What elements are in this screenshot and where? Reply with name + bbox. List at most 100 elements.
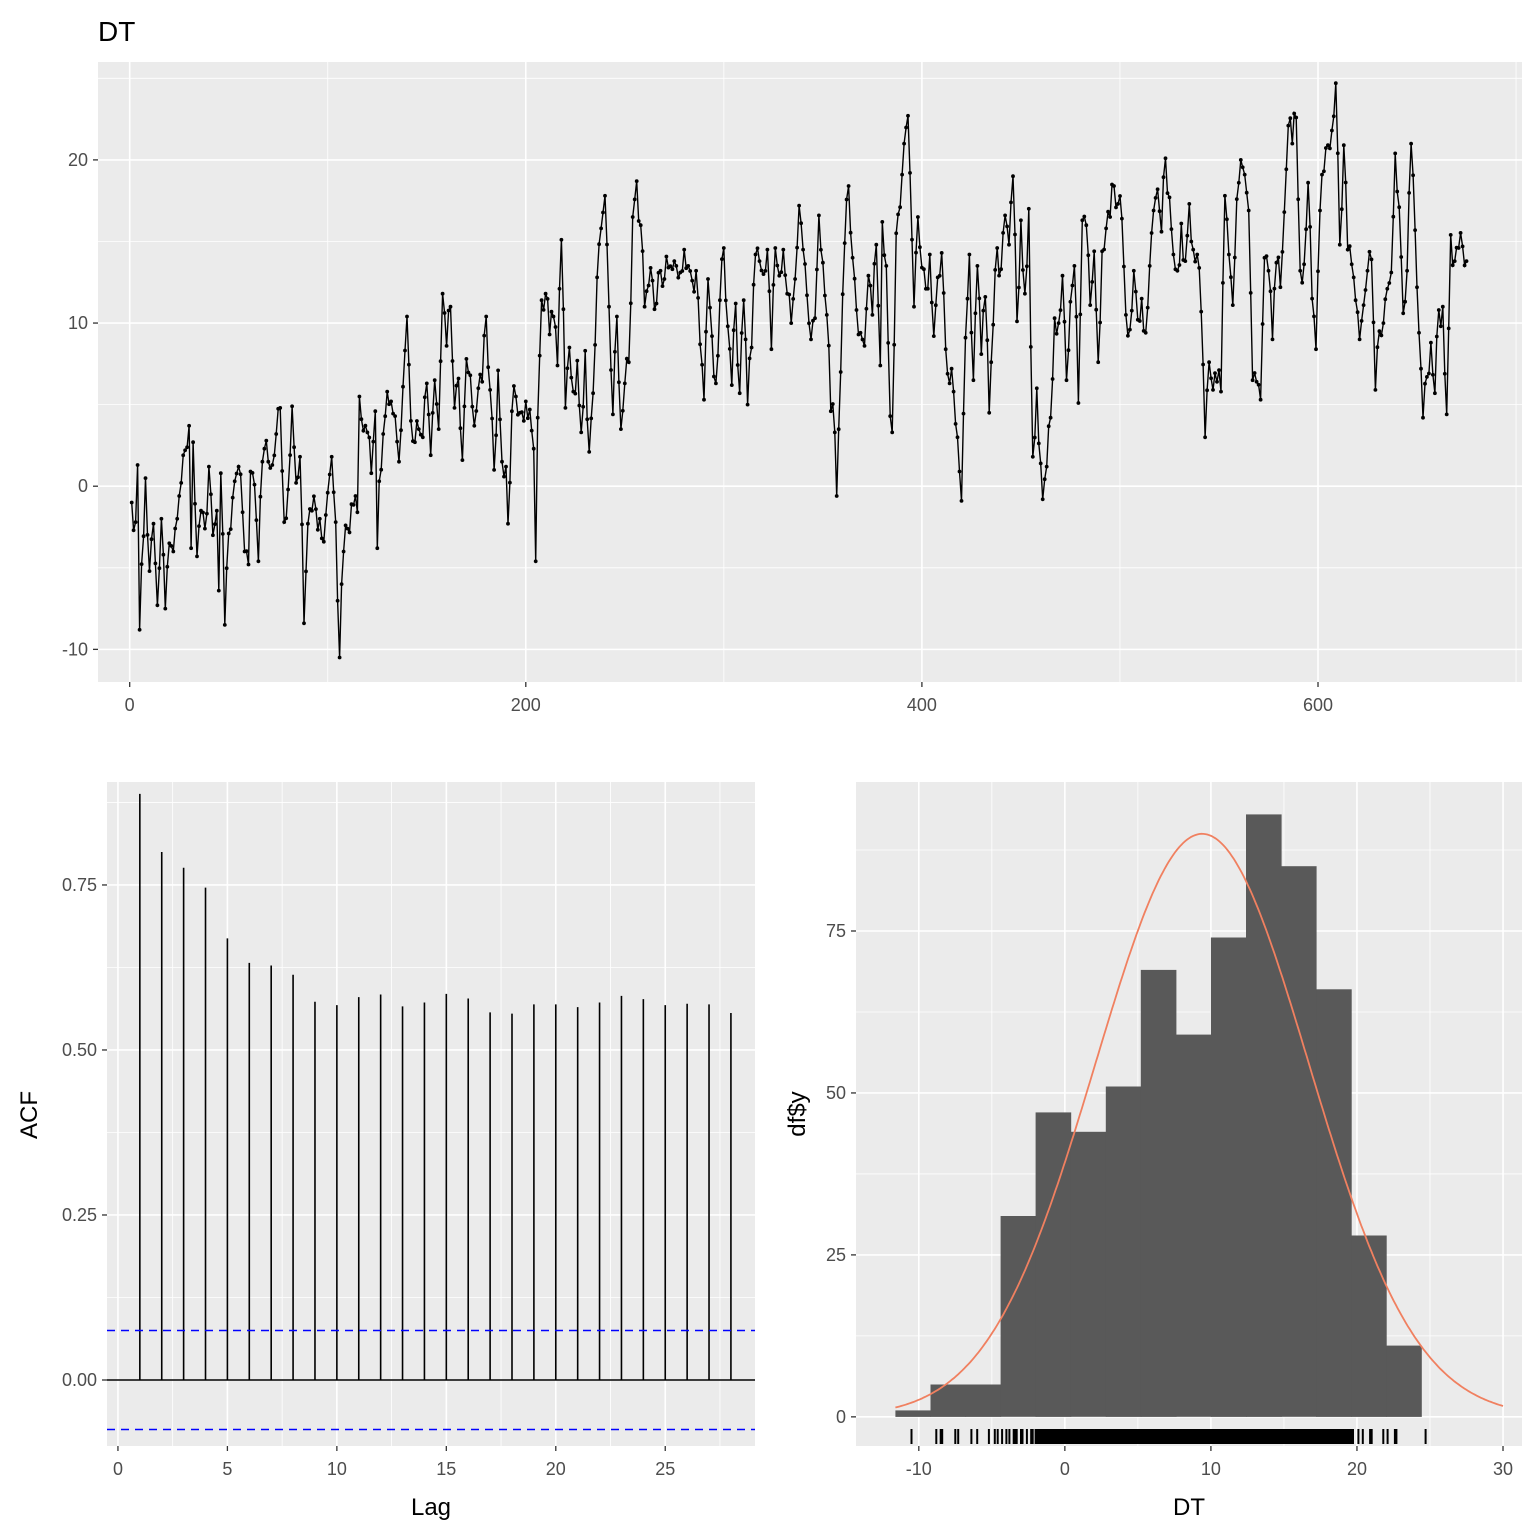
- data-point: [963, 335, 968, 340]
- data-point: [918, 245, 922, 250]
- data-point: [626, 360, 631, 365]
- data-point: [925, 286, 930, 291]
- data-point: [884, 264, 889, 268]
- x-tick-label: 5: [222, 1459, 232, 1479]
- data-point: [1304, 227, 1308, 232]
- data-point: [759, 268, 764, 273]
- data-point: [1153, 196, 1158, 200]
- y-tick-label: 25: [826, 1245, 846, 1265]
- x-tick-label: 10: [327, 1459, 347, 1479]
- data-point: [468, 373, 473, 378]
- data-point: [341, 549, 346, 554]
- data-point: [1387, 281, 1392, 285]
- data-point: [1082, 214, 1087, 219]
- data-point: [690, 278, 695, 283]
- data-point: [514, 394, 518, 399]
- data-point: [1227, 252, 1231, 257]
- data-point: [949, 366, 954, 371]
- data-point: [278, 406, 283, 410]
- data-point: [191, 440, 196, 445]
- data-point: [603, 193, 607, 198]
- data-point: [965, 296, 970, 301]
- acf-x-axis-label: Lag: [411, 1494, 451, 1521]
- data-point: [961, 411, 966, 416]
- data-point: [205, 511, 209, 516]
- data-point: [716, 353, 720, 358]
- data-point: [1215, 379, 1219, 384]
- data-point: [844, 197, 849, 202]
- data-point: [555, 363, 560, 368]
- data-point: [670, 267, 675, 272]
- histogram-x-axis-label: DT: [1173, 1494, 1205, 1521]
- data-point: [906, 113, 910, 118]
- data-point: [1230, 303, 1235, 307]
- data-point: [1355, 310, 1360, 315]
- normal-curve: [895, 832, 1504, 1409]
- data-point: [1001, 231, 1005, 235]
- data-point: [638, 223, 643, 228]
- data-point: [216, 588, 221, 593]
- data-point: [385, 389, 390, 394]
- data-point: [662, 277, 667, 281]
- data-point: [472, 423, 477, 428]
- acf-x-ticks: 0 5 10 15 20 25: [113, 1446, 675, 1479]
- data-point: [888, 414, 893, 418]
- data-point: [1143, 330, 1148, 335]
- data-point: [1076, 401, 1081, 405]
- data-point: [1187, 202, 1192, 206]
- data-point: [999, 267, 1003, 272]
- data-point: [1357, 337, 1362, 342]
- data-point: [720, 257, 724, 261]
- data-point: [300, 522, 304, 527]
- data-point: [187, 423, 192, 428]
- data-point: [181, 453, 186, 458]
- data-point: [1383, 297, 1388, 302]
- data-point: [1326, 143, 1330, 148]
- data-point: [347, 530, 352, 535]
- x-tick-label: 30: [1493, 1459, 1513, 1479]
- data-point: [559, 237, 564, 242]
- data-point: [375, 546, 380, 551]
- data-point: [1288, 116, 1293, 121]
- y-tick-label: 0.25: [62, 1205, 97, 1225]
- y-tick-label: 50: [826, 1083, 846, 1103]
- data-point: [1036, 441, 1041, 446]
- x-tick-label: -10: [906, 1459, 932, 1479]
- data-point: [777, 273, 782, 278]
- data-point: [781, 247, 786, 252]
- rug-band: [1035, 1429, 1354, 1444]
- x-tick-label: 10: [1201, 1459, 1221, 1479]
- data-point: [155, 603, 160, 608]
- x-tick-label: 20: [1347, 1459, 1367, 1479]
- data-point: [852, 276, 857, 281]
- data-point: [1413, 228, 1417, 233]
- data-point: [868, 283, 873, 288]
- data-point: [460, 458, 465, 462]
- data-point: [369, 471, 374, 476]
- data-point: [696, 296, 700, 300]
- data-point: [195, 554, 199, 559]
- data-point: [1458, 231, 1463, 235]
- data-point: [203, 526, 207, 531]
- data-point: [1189, 239, 1194, 244]
- data-point: [591, 391, 595, 396]
- data-point: [1438, 324, 1443, 329]
- data-point: [476, 386, 481, 391]
- data-point: [561, 307, 566, 312]
- data-point: [896, 212, 900, 217]
- data-point: [997, 273, 1001, 278]
- data-point: [272, 453, 277, 458]
- data-point: [232, 479, 237, 484]
- data-point: [549, 309, 554, 314]
- data-point: [1120, 216, 1124, 221]
- data-point: [1096, 360, 1101, 365]
- data-point: [432, 378, 437, 383]
- data-point: [793, 277, 797, 281]
- data-point: [434, 402, 439, 406]
- data-point: [1341, 143, 1346, 148]
- data-point: [694, 268, 698, 273]
- data-point: [846, 184, 851, 188]
- acf-plot-background: [107, 782, 755, 1446]
- data-point: [874, 242, 879, 247]
- histogram-y-axis-label: df$y: [784, 1091, 811, 1136]
